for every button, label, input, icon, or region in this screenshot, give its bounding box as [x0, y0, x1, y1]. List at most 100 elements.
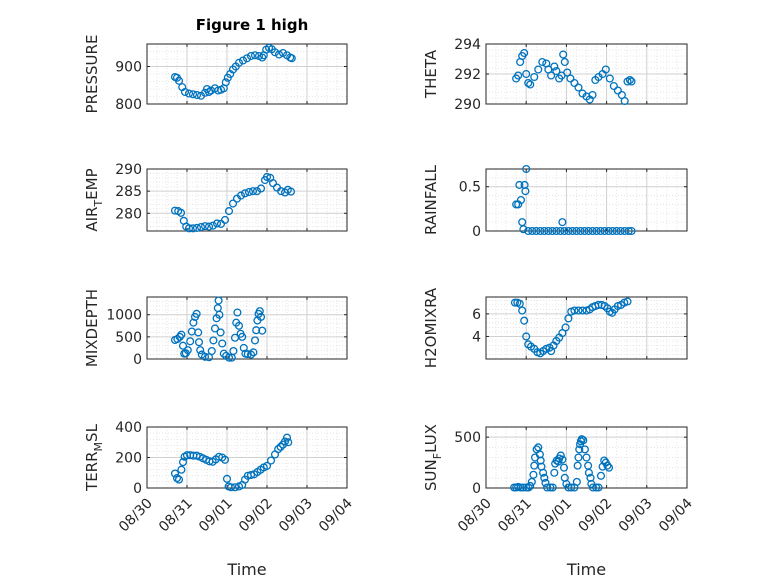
- data-point: [252, 187, 262, 196]
- data-point: [603, 461, 612, 470]
- data-point: [284, 438, 293, 447]
- data-point: [522, 164, 531, 174]
- x-tick-label: 09/02: [236, 496, 276, 536]
- data-point: [560, 226, 569, 236]
- data-point: [528, 226, 537, 236]
- data-point: [196, 222, 206, 232]
- data-point: [233, 308, 242, 317]
- data-point: [242, 54, 252, 63]
- data-point: [529, 470, 538, 479]
- data-point: [274, 50, 284, 59]
- data-point: [188, 224, 198, 233]
- data-point: [518, 483, 528, 492]
- data-point: [625, 75, 634, 85]
- data-point: [584, 226, 593, 236]
- subplot-pressure: 800 900 PRESSURE: [83, 35, 348, 113]
- data-point: [276, 442, 285, 451]
- data-point: [214, 296, 223, 305]
- data-point: [558, 455, 567, 464]
- data-point: [558, 218, 567, 227]
- data-point: [246, 51, 256, 61]
- data-point: [527, 477, 536, 486]
- data-point: [287, 54, 296, 63]
- data-point: [248, 187, 258, 196]
- figure-title: Figure 1 high: [196, 16, 309, 34]
- y-tick-label: 290: [454, 97, 481, 113]
- data-point: [520, 316, 529, 325]
- data-point: [627, 77, 636, 86]
- data-point: [515, 180, 524, 189]
- data-point: [575, 445, 584, 454]
- data-point: [250, 336, 260, 345]
- data-point: [220, 455, 230, 464]
- data-point: [556, 451, 565, 460]
- data-point: [208, 221, 218, 230]
- data-point: [240, 189, 250, 198]
- axes-box: [146, 168, 348, 232]
- data-point: [550, 468, 559, 477]
- data-point: [256, 184, 266, 193]
- x-tick-label: 09/01: [535, 496, 575, 536]
- data-point: [559, 463, 569, 472]
- data-point: [600, 226, 609, 236]
- y-tick-label: 400: [115, 420, 142, 436]
- x-tick-label: 08/30: [455, 496, 495, 536]
- data-point: [252, 326, 261, 335]
- y-tick-label: 0.5: [459, 180, 481, 196]
- data-point: [250, 51, 260, 60]
- data-point: [183, 346, 192, 355]
- data-point: [255, 307, 264, 316]
- data-point: [219, 349, 228, 358]
- data-point: [246, 470, 256, 480]
- data-point: [262, 172, 272, 182]
- data-point: [540, 226, 549, 236]
- data-point: [530, 72, 539, 82]
- data-point: [609, 81, 618, 91]
- data-point: [224, 353, 234, 362]
- y-tick-label: 0: [472, 481, 481, 497]
- x-tick-label: 09/04: [316, 495, 356, 535]
- data-point: [246, 350, 256, 359]
- data-point: [592, 226, 601, 236]
- data-point: [548, 226, 557, 236]
- data-point: [175, 332, 184, 341]
- data-point: [238, 332, 247, 341]
- data-point: [552, 66, 561, 76]
- x-tick-label: 09/03: [276, 496, 316, 536]
- data-point: [521, 187, 530, 196]
- data-point: [177, 330, 186, 339]
- data-point: [200, 222, 210, 231]
- y-axis-label: SUNFLUX: [422, 424, 444, 491]
- data-point: [608, 226, 617, 236]
- data-point: [204, 222, 214, 231]
- subplot-mixdepth: 0 500 1000 MIXDEPTH: [83, 289, 348, 368]
- data-point: [224, 207, 234, 216]
- data-point: [613, 86, 622, 95]
- data-point: [228, 199, 238, 208]
- data-point: [573, 461, 582, 470]
- data-point: [567, 483, 576, 492]
- data-point: [282, 433, 292, 442]
- y-tick-label: 0: [133, 481, 142, 497]
- data-point: [532, 226, 541, 236]
- data-point: [541, 478, 550, 487]
- data-point: [526, 481, 535, 491]
- subplot-theta: 290 292 294 THETA: [422, 37, 688, 113]
- data-point: [510, 298, 519, 307]
- data-point: [213, 304, 222, 313]
- data-point: [564, 314, 573, 323]
- data-point: [178, 458, 188, 467]
- data-point: [189, 318, 198, 327]
- data-point: [566, 74, 575, 83]
- y-tick-label: 200: [115, 451, 142, 467]
- x-tick-label: 08/31: [156, 496, 196, 536]
- y-tick-label: 290: [115, 162, 142, 178]
- data-point: [192, 223, 202, 232]
- data-point: [516, 483, 525, 492]
- data-point: [262, 461, 272, 470]
- data-point: [522, 69, 531, 79]
- data-point: [518, 306, 527, 315]
- data-point: [596, 471, 606, 480]
- data-point: [514, 71, 523, 80]
- data-point: [222, 474, 232, 483]
